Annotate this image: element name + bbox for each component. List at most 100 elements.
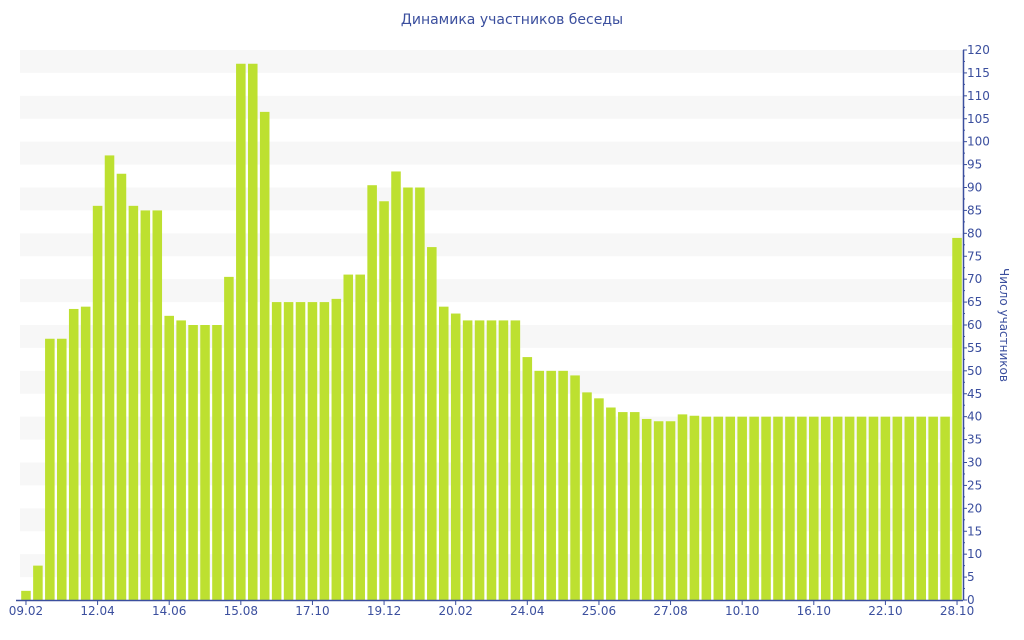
bar <box>570 375 580 600</box>
bar <box>200 325 210 600</box>
y-tick-label: 100 <box>967 135 990 149</box>
bar <box>761 416 771 600</box>
bar <box>844 416 855 600</box>
bar <box>224 276 234 600</box>
bar <box>534 370 545 600</box>
y-tick-label: 95 <box>967 158 982 172</box>
x-tick-label: 28.10 <box>940 604 974 618</box>
bar <box>737 416 747 600</box>
x-tick-label: 22.10 <box>868 604 902 618</box>
bar <box>809 416 819 600</box>
bar <box>773 416 783 600</box>
bar <box>295 302 306 600</box>
x-tick-label: 15.08 <box>224 604 258 618</box>
bar <box>665 421 676 600</box>
x-tick-label: 09.02 <box>9 604 43 618</box>
bar <box>510 320 521 600</box>
y-tick-label: 65 <box>967 295 982 309</box>
bar <box>868 416 879 600</box>
bar <box>403 187 413 600</box>
chart-title: Динамика участников беседы <box>400 12 624 28</box>
y-tick-label: 105 <box>967 112 990 126</box>
bar <box>21 590 31 600</box>
bar <box>33 565 43 600</box>
y-tick-label: 110 <box>967 89 990 103</box>
y-tick-label: 20 <box>967 501 982 515</box>
y-tick-label: 0 <box>967 593 975 607</box>
bar <box>462 320 473 600</box>
bar <box>689 415 700 600</box>
y-tick-label: 70 <box>967 272 982 286</box>
y-tick-label: 25 <box>967 478 982 492</box>
grid-band <box>20 141 963 165</box>
bar <box>379 201 389 600</box>
bar <box>415 187 425 600</box>
bar <box>188 325 198 600</box>
x-tick-label: 25.06 <box>582 604 616 618</box>
bar <box>606 407 616 600</box>
bar <box>832 416 843 600</box>
bar <box>128 205 139 601</box>
bar <box>677 414 688 600</box>
y-tick-label: 90 <box>967 181 982 195</box>
bar <box>594 398 604 600</box>
bar <box>116 173 127 600</box>
bar <box>92 205 103 601</box>
bar <box>331 298 342 600</box>
y-tick-label: 50 <box>967 364 982 378</box>
y-tick-label: 60 <box>967 318 982 332</box>
y-tick-label: 35 <box>967 433 982 447</box>
bar <box>928 416 938 600</box>
y-tick-label: 115 <box>967 66 990 80</box>
y-tick-label: 120 <box>967 43 990 57</box>
bar <box>80 306 91 600</box>
bar <box>880 416 891 600</box>
grid-band <box>20 95 963 119</box>
bar <box>725 416 736 600</box>
y-tick-label: 55 <box>967 341 982 355</box>
y-tick-label: 45 <box>967 387 982 401</box>
bar <box>785 416 795 600</box>
bar <box>820 416 831 600</box>
x-tick-label: 20.02 <box>439 604 473 618</box>
bar <box>427 247 437 601</box>
bar <box>367 185 377 601</box>
bar <box>319 302 330 600</box>
bar <box>176 320 186 600</box>
x-tick-label: 10.10 <box>725 604 759 618</box>
grid-band <box>20 50 963 73</box>
bar <box>45 338 55 600</box>
y-tick-label: 10 <box>967 547 982 561</box>
bar <box>641 418 652 600</box>
bar <box>486 320 497 600</box>
bar <box>856 416 867 600</box>
bar <box>236 63 246 600</box>
x-tick-label: 27.08 <box>653 604 687 618</box>
bar <box>438 306 449 600</box>
bar <box>164 315 174 600</box>
y-tick-label: 30 <box>967 456 982 470</box>
y-tick-label: 5 <box>967 570 975 584</box>
bar <box>904 416 915 600</box>
bar <box>546 370 556 600</box>
bar <box>152 210 163 600</box>
bar <box>450 313 461 600</box>
x-tick-label: 19.12 <box>367 604 401 618</box>
bar <box>522 357 533 600</box>
x-tick-label: 14.06 <box>152 604 186 618</box>
bar <box>952 237 962 600</box>
bar <box>283 302 294 600</box>
bar <box>618 412 628 600</box>
x-tick-label: 16.10 <box>797 604 831 618</box>
x-tick-label: 12.04 <box>80 604 114 618</box>
bar <box>391 171 401 601</box>
bar <box>701 416 712 600</box>
bar <box>140 210 151 600</box>
y-tick-label: 75 <box>967 249 982 263</box>
x-tick-label: 24.04 <box>510 604 544 618</box>
bar <box>474 320 485 600</box>
bar <box>916 416 926 600</box>
y-tick-label: 80 <box>967 226 982 240</box>
bar <box>307 302 318 600</box>
